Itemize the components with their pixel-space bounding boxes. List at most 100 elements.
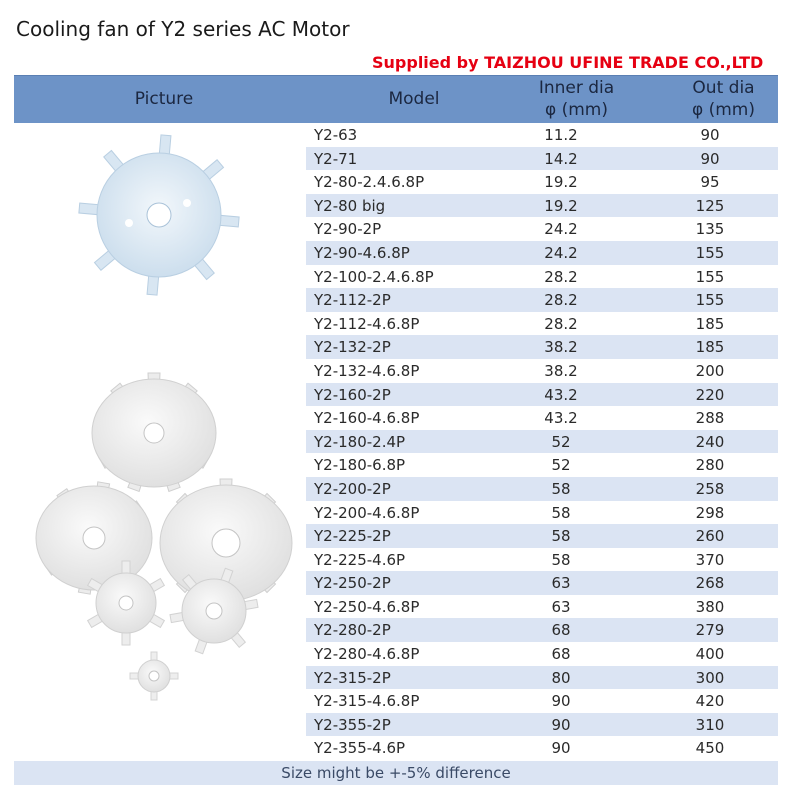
table-row: Y2-315-4.6.8P 90 420 xyxy=(306,689,778,713)
out-dia-cell: 310 xyxy=(695,715,725,734)
table-row: Y2-90-2P 24.2 135 xyxy=(306,217,778,241)
out-dia-cell: 90 xyxy=(700,149,720,168)
inner-dia-cell: 58 xyxy=(551,550,571,569)
out-dia-cell: 135 xyxy=(695,220,725,239)
inner-dia-cell: 58 xyxy=(551,527,571,546)
inner-dia-cell: 90 xyxy=(551,715,571,734)
model-cell: Y2-160-4.6.8P xyxy=(314,409,420,428)
model-table: Y2-63 11.2 90 Y2-71 14.2 90 Y2-80-2.4.6.8P 19.2… xyxy=(306,123,778,760)
table-row: Y2-180-2.4P 52 240 xyxy=(306,429,778,454)
supplier-label: Supplied by TAIZHOU UFINE TRADE CO.,LTD xyxy=(372,53,764,72)
inner-dia-cell: 52 xyxy=(551,456,571,475)
model-cell: Y2-100-2.4.6.8P xyxy=(314,267,434,286)
model-cell: Y2-180-6.8P xyxy=(314,456,406,475)
fan-medium-right-icon xyxy=(169,567,259,655)
cooling-fan-illustration xyxy=(35,134,293,701)
table-row: Y2-280-2P 68 279 xyxy=(306,618,778,643)
out-dia-cell: 240 xyxy=(695,432,725,451)
out-dia-cell: 380 xyxy=(695,597,725,616)
table-row: Y2-90-4.6.8P 24.2 155 xyxy=(306,240,778,265)
out-dia-cell: 258 xyxy=(695,479,725,498)
inner-dia-cell: 43.2 xyxy=(544,409,578,428)
inner-dia-cell: 28.2 xyxy=(544,267,578,286)
table-row: Y2-225-2P 58 260 xyxy=(306,524,778,548)
inner-dia-cell: 58 xyxy=(551,479,571,498)
model-cell: Y2-280-4.6.8P xyxy=(314,645,420,664)
inner-dia-cell: 19.2 xyxy=(544,196,578,215)
out-dia-cell: 155 xyxy=(695,267,725,286)
model-cell: Y2-200-2P xyxy=(314,479,391,498)
table-row: Y2-315-2P 80 300 xyxy=(306,665,778,690)
table-row: Y2-132-4.6.8P 38.2 200 xyxy=(306,359,778,383)
header-inner-line2: φ (mm) xyxy=(544,100,608,120)
model-cell: Y2-250-2P xyxy=(314,574,391,593)
out-dia-cell: 300 xyxy=(695,668,725,687)
inner-dia-cell: 90 xyxy=(551,692,571,711)
table-row: Y2-112-2P 28.2 155 xyxy=(306,288,778,312)
model-cell: Y2-132-4.6.8P xyxy=(314,361,420,380)
model-cell: Y2-90-2P xyxy=(314,220,382,239)
model-cell: Y2-280-2P xyxy=(314,621,391,640)
inner-dia-cell: 24.2 xyxy=(544,220,578,239)
inner-dia-cell: 28.2 xyxy=(544,291,578,310)
out-dia-cell: 370 xyxy=(695,550,725,569)
table-row: Y2-112-4.6.8P 28.2 185 xyxy=(306,312,778,336)
table-row: Y2-250-4.6.8P 63 380 xyxy=(306,595,778,619)
header-picture: Picture xyxy=(134,89,194,109)
out-dia-cell: 185 xyxy=(695,314,725,333)
footer-note: Size might be +-5% difference xyxy=(14,761,778,785)
header-model: Model xyxy=(388,89,440,109)
inner-dia-cell: 43.2 xyxy=(544,385,578,404)
table-row: Y2-160-4.6.8P 43.2 288 xyxy=(306,406,778,430)
model-cell: Y2-315-4.6.8P xyxy=(314,692,420,711)
inner-dia-cell: 63 xyxy=(551,574,571,593)
fan-large-right-icon xyxy=(159,478,293,608)
header-inner-line1: Inner dia xyxy=(538,78,615,98)
table-row: Y2-80-2.4.6.8P 19.2 95 xyxy=(306,170,778,194)
out-dia-cell: 200 xyxy=(695,361,725,380)
model-cell: Y2-132-2P xyxy=(314,338,391,357)
inner-dia-cell: 38.2 xyxy=(544,338,578,357)
inner-dia-cell: 80 xyxy=(551,668,571,687)
header-out-dia: Out dia φ (mm) xyxy=(661,77,786,121)
table-row: Y2-280-4.6.8P 68 400 xyxy=(306,642,778,666)
table-row: Y2-200-2P 58 258 xyxy=(306,476,778,501)
inner-dia-cell: 14.2 xyxy=(544,149,578,168)
out-dia-cell: 450 xyxy=(695,739,725,758)
model-cell: Y2-355-2P xyxy=(314,715,391,734)
header-out-line2: φ (mm) xyxy=(691,100,755,120)
inner-dia-cell: 52 xyxy=(551,432,571,451)
out-dia-cell: 298 xyxy=(695,503,725,522)
model-cell: Y2-90-4.6.8P xyxy=(314,243,410,262)
page-title: Cooling fan of Y2 series AC Motor xyxy=(16,17,350,41)
header-inner-dia: Inner dia φ (mm) xyxy=(514,77,639,121)
out-dia-cell: 288 xyxy=(695,409,725,428)
out-dia-cell: 90 xyxy=(700,126,720,144)
out-dia-cell: 220 xyxy=(695,385,725,404)
table-row: Y2-355-4.6P 90 450 xyxy=(306,736,778,760)
out-dia-cell: 95 xyxy=(700,173,720,192)
model-cell: Y2-315-2P xyxy=(314,668,391,687)
table-row: Y2-355-2P 90 310 xyxy=(306,712,778,737)
inner-dia-cell: 11.2 xyxy=(544,126,578,144)
model-cell: Y2-71 xyxy=(314,149,358,168)
header-out-line1: Out dia xyxy=(692,78,755,98)
inner-dia-cell: 28.2 xyxy=(544,314,578,333)
out-dia-cell: 155 xyxy=(695,291,725,310)
fan-blue-icon xyxy=(78,134,240,296)
table-row: Y2-63 11.2 90 xyxy=(306,123,778,147)
model-cell: Y2-80 big xyxy=(314,196,386,215)
out-dia-cell: 125 xyxy=(695,196,725,215)
model-cell: Y2-112-4.6.8P xyxy=(314,314,420,333)
inner-dia-cell: 68 xyxy=(551,645,571,664)
table-row: Y2-100-2.4.6.8P 28.2 155 xyxy=(306,265,778,289)
fan-medium-left-icon xyxy=(86,560,166,646)
out-dia-cell: 420 xyxy=(695,692,725,711)
model-cell: Y2-250-4.6.8P xyxy=(314,597,420,616)
table-row: Y2-160-2P 43.2 220 xyxy=(306,382,778,407)
out-dia-cell: 268 xyxy=(695,574,725,593)
table-row: Y2-180-6.8P 52 280 xyxy=(306,453,778,477)
inner-dia-cell: 63 xyxy=(551,597,571,616)
table-row: Y2-71 14.2 90 xyxy=(306,146,778,171)
table-row: Y2-132-2P 38.2 185 xyxy=(306,335,778,359)
